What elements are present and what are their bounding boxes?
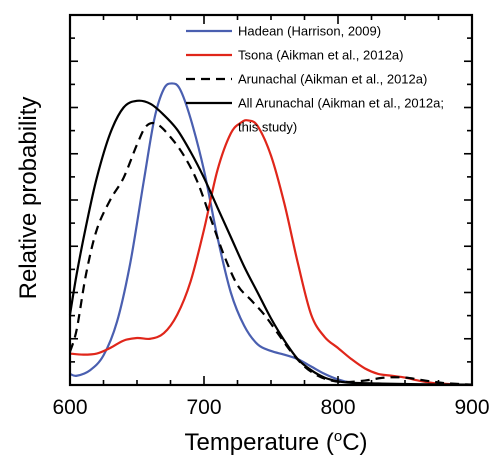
legend: Hadean (Harrison, 2009) Tsona (Aikman et … — [186, 24, 444, 135]
legend-label: Hadean (Harrison, 2009) — [238, 24, 381, 39]
axis-ticks — [69, 14, 473, 386]
series-curves — [68, 82, 473, 387]
legend-label-continued: this study) — [238, 120, 297, 135]
x-axis-title: Temperature (oC) — [184, 428, 367, 456]
legend-label: Tsona (Aikman et al., 2012a) — [238, 48, 403, 63]
x-tick-label: 700 — [186, 396, 221, 419]
x-tick-labels: 600 700 800 900 — [52, 396, 489, 419]
plot-frame — [68, 13, 474, 387]
legend-label: All Arunachal (Aikman et al., 2012a; — [238, 96, 444, 111]
series-line-arunachal-aikman-et-al-2012a — [68, 121, 473, 386]
series-line-all-arunachal-aikman-et-al-2012a-this-study — [68, 99, 473, 386]
x-tick-label: 900 — [454, 396, 489, 419]
x-tick-label: 600 — [52, 396, 87, 419]
legend-label: Arunachal (Aikman et al., 2012a) — [238, 72, 427, 87]
series-line-tsona-aikman-et-al-2012a — [69, 119, 473, 387]
x-tick-label: 800 — [320, 396, 355, 419]
y-axis-title: Relative probability — [15, 97, 42, 300]
